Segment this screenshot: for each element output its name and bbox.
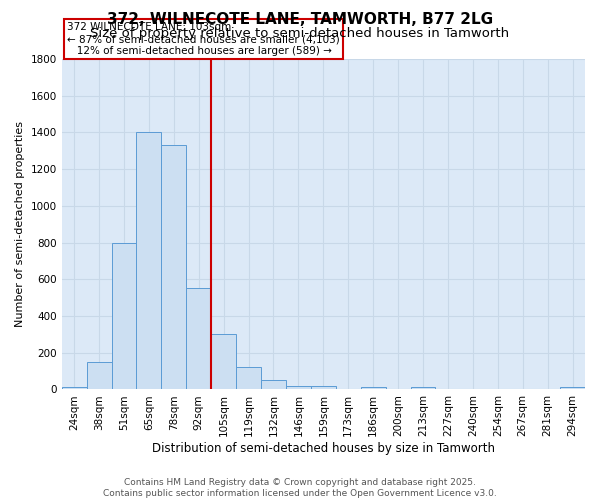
Text: Size of property relative to semi-detached houses in Tamworth: Size of property relative to semi-detach… (91, 28, 509, 40)
Bar (186, 288, 211, 390)
Bar (112, 242, 136, 390)
Bar (236, 368, 261, 390)
Bar (311, 386, 336, 390)
Bar (560, 386, 585, 390)
Bar (286, 386, 311, 390)
Bar (410, 386, 436, 390)
Bar (261, 380, 286, 390)
Text: 372 WILNECOTE LANE: 103sqm
← 87% of semi-detached houses are smaller (4,103)
   : 372 WILNECOTE LANE: 103sqm ← 87% of semi… (67, 22, 340, 56)
Bar (62, 386, 86, 390)
X-axis label: Distribution of semi-detached houses by size in Tamworth: Distribution of semi-detached houses by … (152, 442, 495, 455)
Bar (211, 334, 236, 390)
Text: 372, WILNECOTE LANE, TAMWORTH, B77 2LG: 372, WILNECOTE LANE, TAMWORTH, B77 2LG (107, 12, 493, 28)
Bar (136, 132, 161, 390)
Text: Contains HM Land Registry data © Crown copyright and database right 2025.
Contai: Contains HM Land Registry data © Crown c… (103, 478, 497, 498)
Bar (161, 146, 186, 390)
Bar (361, 386, 386, 390)
Bar (86, 362, 112, 390)
Y-axis label: Number of semi-detached properties: Number of semi-detached properties (15, 121, 25, 327)
